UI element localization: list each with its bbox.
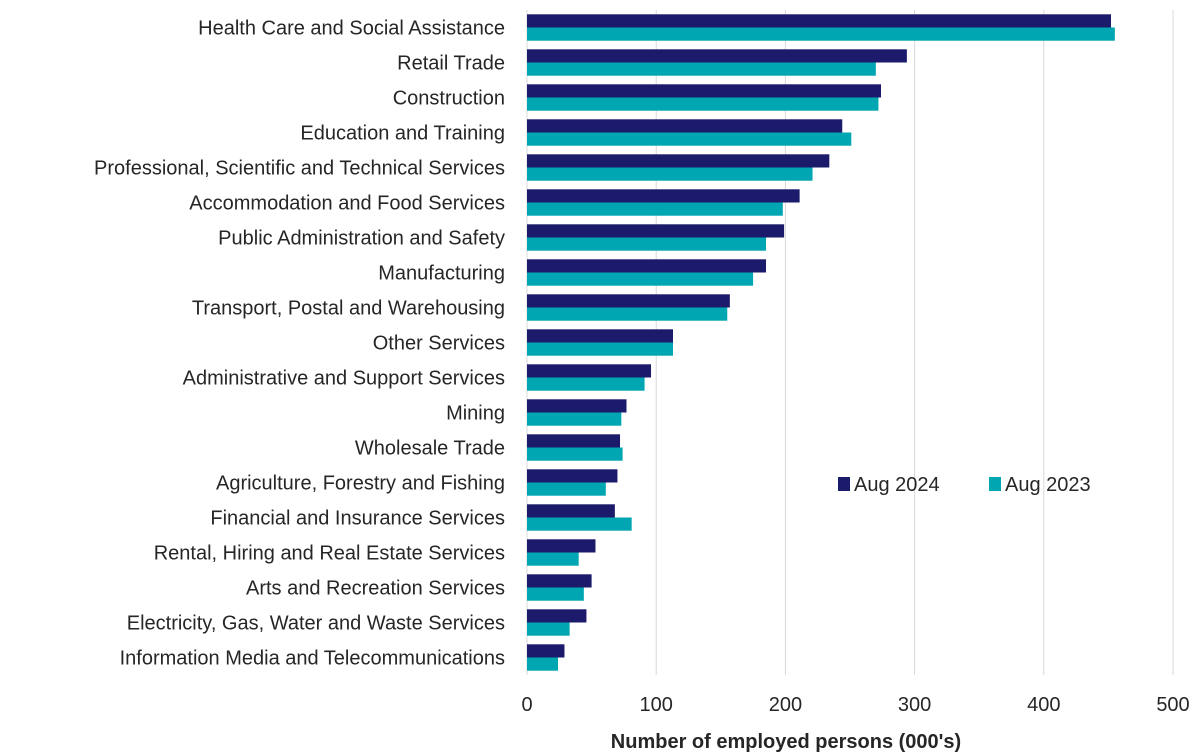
legend-label-aug-2023: Aug 2023 <box>1005 474 1091 496</box>
bar-aug-2024 <box>527 224 785 238</box>
category-labels: Health Care and Social Assistance Retail … <box>94 18 505 670</box>
x-axis-title: Number of employed persons (000's) <box>611 731 961 753</box>
category-label: Administrative and Support Services <box>183 368 505 390</box>
bar-aug-2023 <box>527 447 623 461</box>
bar-aug-2023 <box>527 657 559 671</box>
category-label: Arts and Recreation Services <box>246 578 505 600</box>
category-label: Other Services <box>373 333 505 355</box>
category-label: Health Care and Social Assistance <box>198 18 505 40</box>
bar-aug-2024 <box>527 84 882 98</box>
category-label: Transport, Postal and Warehousing <box>192 298 505 320</box>
category-label: Construction <box>393 88 505 110</box>
bar-aug-2024 <box>527 49 907 63</box>
bar-aug-2023 <box>527 97 879 111</box>
x-tick-label: 500 <box>1156 694 1189 716</box>
bar-aug-2024 <box>527 119 843 133</box>
category-label: Rental, Hiring and Real Estate Services <box>154 543 505 565</box>
category-label: Electricity, Gas, Water and Waste Servic… <box>127 613 505 635</box>
x-tick-label: 0 <box>521 694 532 716</box>
bar-aug-2024 <box>527 574 592 588</box>
category-label: Agriculture, Forestry and Fishing <box>216 473 505 495</box>
bar-aug-2023 <box>527 272 754 286</box>
legend-swatch-aug-2023 <box>989 477 1001 491</box>
bar-aug-2024 <box>527 504 615 518</box>
x-tick-label: 100 <box>640 694 673 716</box>
bar-aug-2024 <box>527 189 800 203</box>
bar-aug-2024 <box>527 399 627 413</box>
bar-aug-2023 <box>527 307 728 321</box>
legend-swatch-aug-2024 <box>838 477 850 491</box>
bar-aug-2023 <box>527 167 813 181</box>
bar-aug-2023 <box>527 377 645 391</box>
bar-aug-2023 <box>527 202 783 216</box>
bar-aug-2024 <box>527 154 830 168</box>
bar-aug-2024 <box>527 329 673 343</box>
bar-aug-2024 <box>527 609 587 623</box>
bar-aug-2024 <box>527 434 621 448</box>
bar-aug-2023 <box>527 552 579 566</box>
category-label: Retail Trade <box>397 53 505 75</box>
x-tick-label: 200 <box>769 694 802 716</box>
category-label: Mining <box>446 403 505 425</box>
bar-aug-2024 <box>527 539 596 553</box>
bar-aug-2023 <box>527 62 876 76</box>
bar-aug-2023 <box>527 342 673 356</box>
bar-aug-2023 <box>527 412 622 426</box>
category-label: Wholesale Trade <box>355 438 505 460</box>
bar-aug-2023 <box>527 132 852 146</box>
bar-aug-2023 <box>527 482 606 496</box>
category-label: Information Media and Telecommunications <box>120 648 505 670</box>
category-label: Manufacturing <box>378 263 505 285</box>
category-label: Public Administration and Safety <box>218 228 505 250</box>
bars <box>527 14 1115 671</box>
bar-aug-2024 <box>527 259 767 273</box>
category-label: Accommodation and Food Services <box>189 193 505 215</box>
bar-aug-2023 <box>527 517 632 531</box>
bar-aug-2024 <box>527 14 1111 28</box>
bar-aug-2024 <box>527 364 652 378</box>
bar-aug-2024 <box>527 294 730 308</box>
category-label: Education and Training <box>300 123 505 145</box>
bar-aug-2024 <box>527 469 618 483</box>
bar-aug-2023 <box>527 622 570 636</box>
legend: Aug 2024 Aug 2023 <box>838 474 1091 496</box>
bar-aug-2023 <box>527 237 767 251</box>
category-label: Financial and Insurance Services <box>210 508 505 530</box>
x-tick-label: 400 <box>1027 694 1060 716</box>
legend-label-aug-2024: Aug 2024 <box>854 474 940 496</box>
bar-aug-2024 <box>527 644 565 658</box>
bar-aug-2023 <box>527 27 1115 41</box>
x-tick-label: 300 <box>898 694 931 716</box>
category-label: Professional, Scientific and Technical S… <box>94 158 505 180</box>
x-tick-labels: 0 100 200 300 400 500 <box>521 694 1189 716</box>
bar-aug-2023 <box>527 587 584 601</box>
